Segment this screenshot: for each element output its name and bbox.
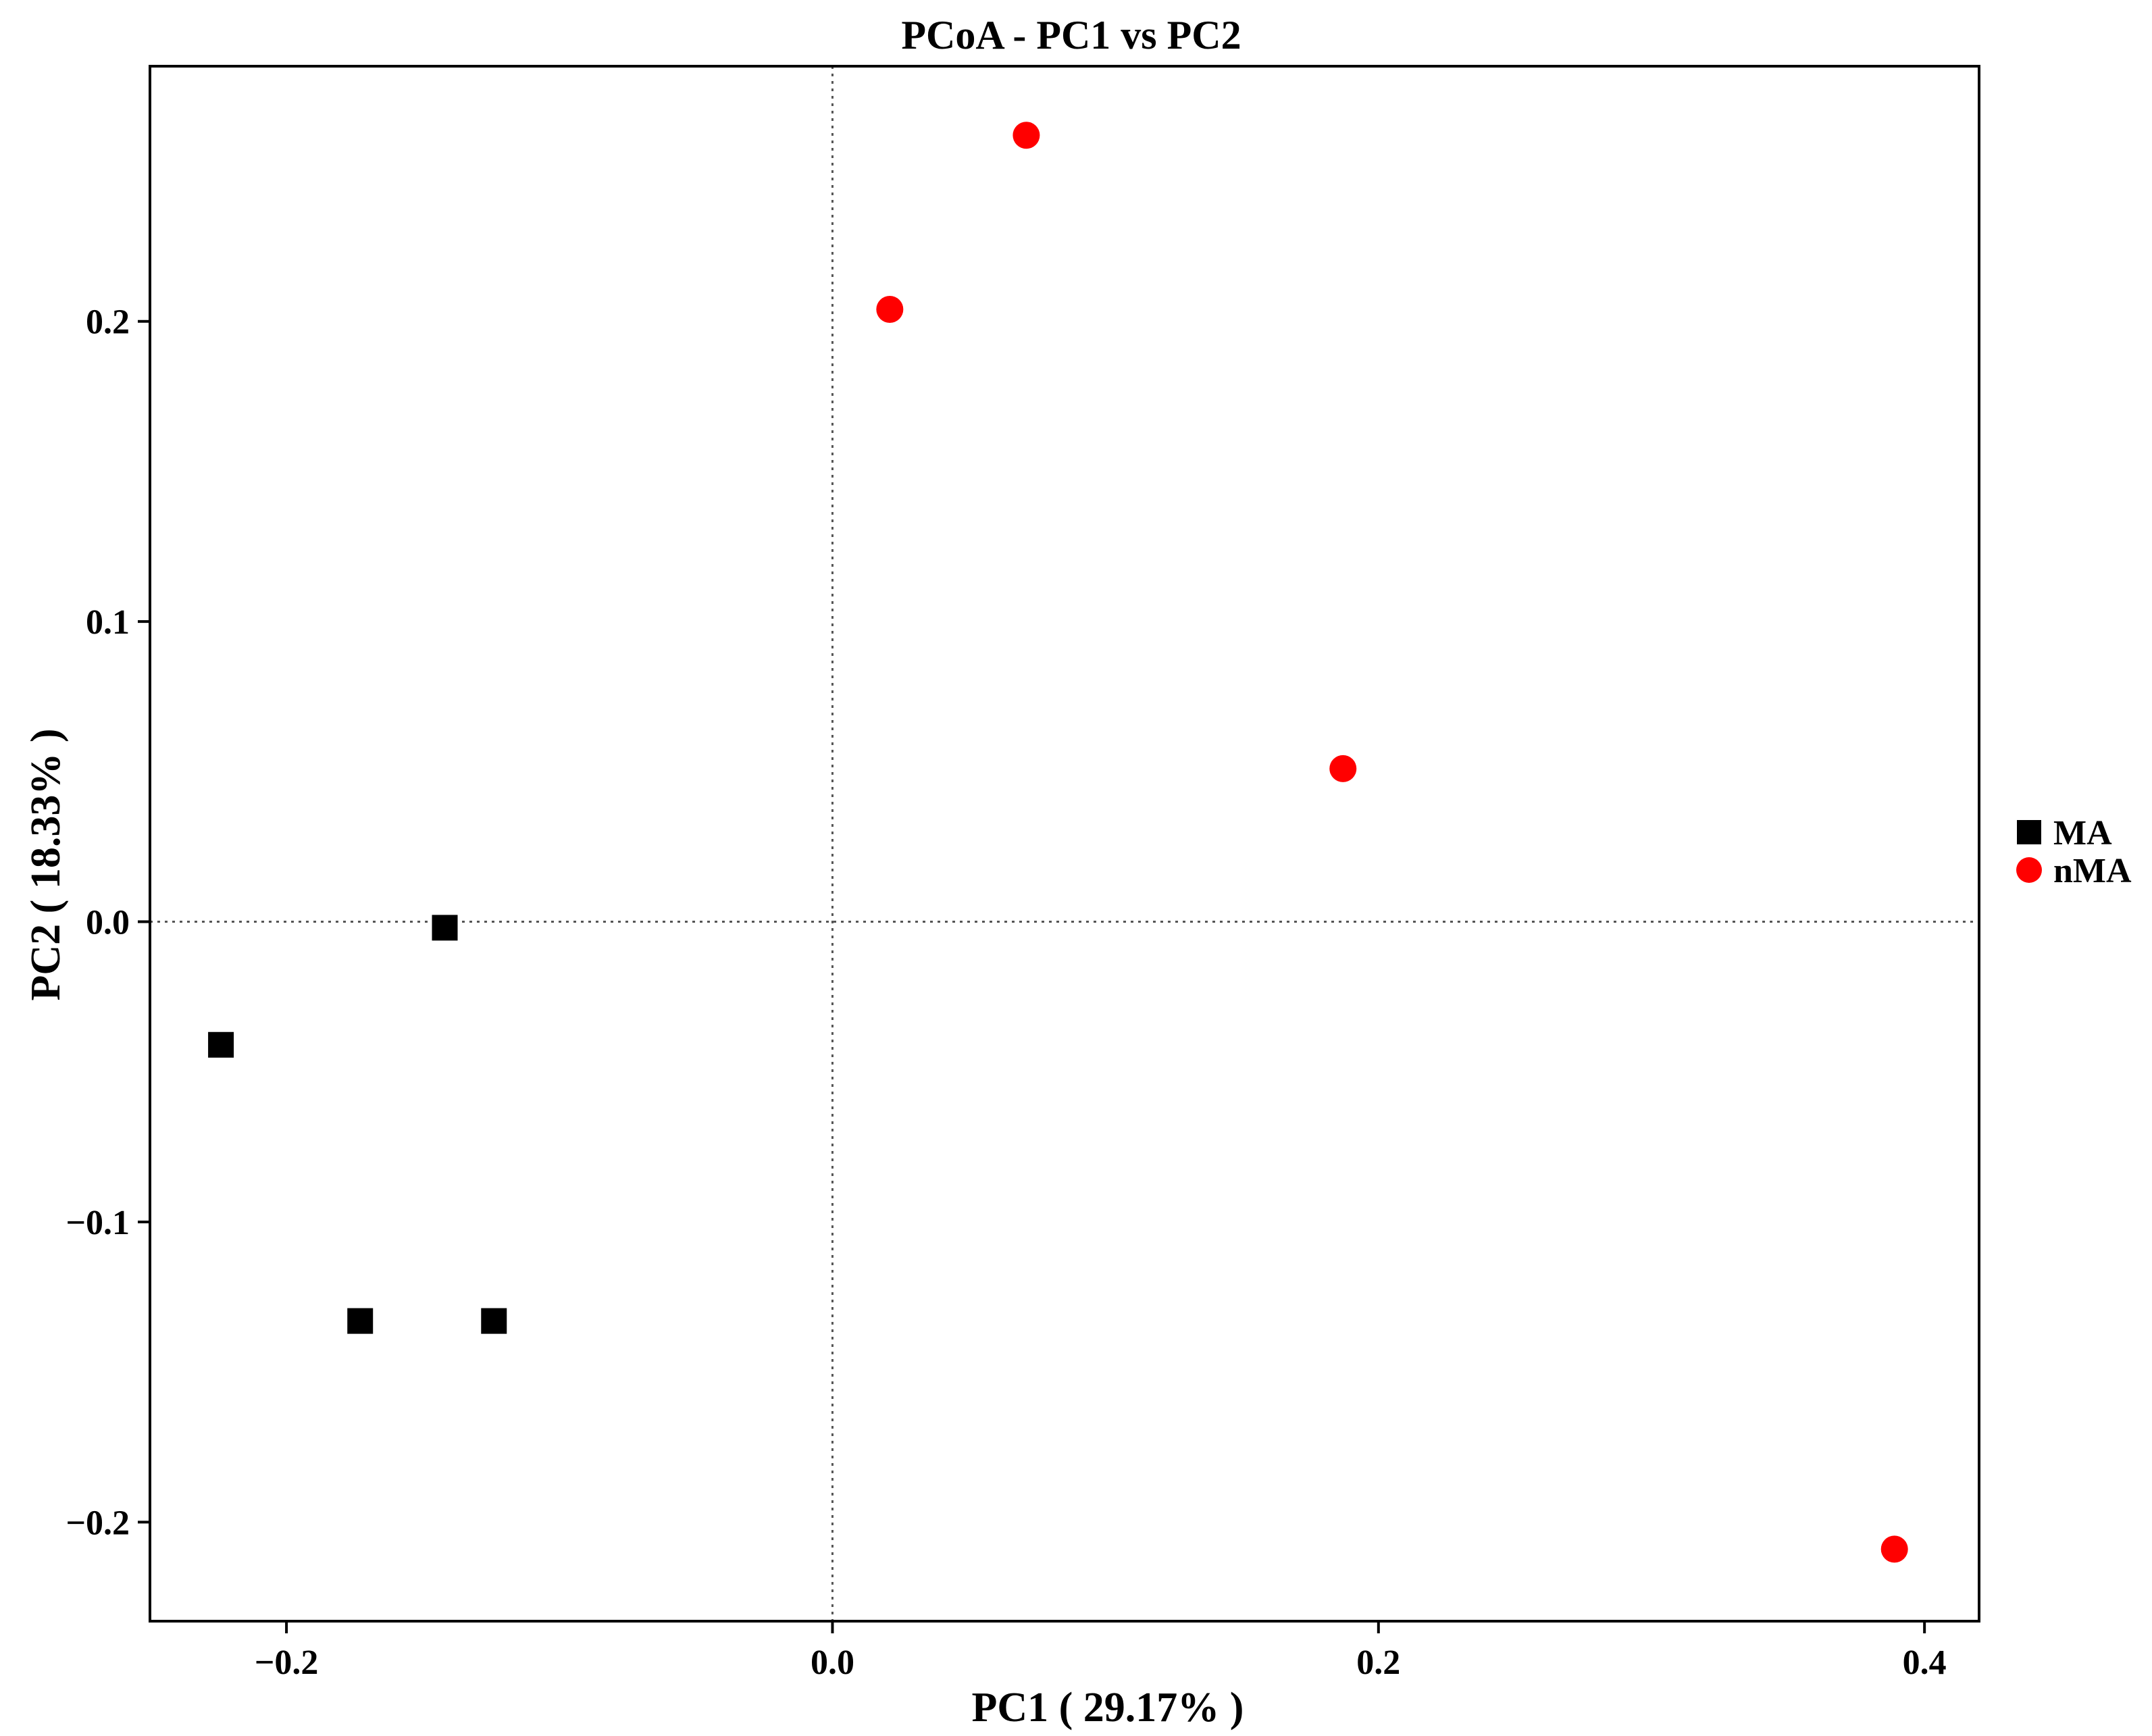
y-tick-label: −0.2 — [66, 1504, 130, 1542]
data-points — [208, 122, 1908, 1563]
point-MA — [208, 1031, 234, 1058]
y-axis: −0.2 −0.1 0.0 0.1 0.2 — [66, 303, 150, 1542]
x-tick-label: 0.0 — [811, 1643, 854, 1682]
y-tick-label: −0.1 — [66, 1204, 130, 1242]
plot-frame — [149, 65, 1980, 1623]
legend-label-MA: MA — [2053, 814, 2112, 852]
y-axis-label: PC2 ( 18.33% ) — [23, 729, 69, 1001]
x-axis: −0.2 0.0 0.2 0.4 — [255, 1621, 1947, 1682]
legend-label-nMA: nMA — [2053, 852, 2132, 890]
x-tick-label: 0.2 — [1356, 1643, 1400, 1682]
point-MA — [432, 915, 458, 941]
point-nMA — [1013, 122, 1040, 149]
y-tick-label: 0.2 — [86, 303, 130, 342]
point-nMA — [1880, 1535, 1908, 1563]
point-nMA — [876, 295, 904, 323]
y-tick-label: 0.1 — [86, 603, 130, 642]
x-tick-label: −0.2 — [255, 1643, 319, 1682]
x-tick-label: 0.4 — [1903, 1643, 1947, 1682]
chart-title: PCoA - PC1 vs PC2 — [901, 13, 1241, 57]
y-tick-label: 0.0 — [86, 904, 130, 942]
reference-lines — [150, 66, 1979, 1621]
x-axis-label: PC1 ( 29.17% ) — [972, 1685, 1244, 1731]
point-MA — [347, 1308, 374, 1334]
point-MA — [481, 1308, 507, 1334]
legend-swatch-MA — [2017, 820, 2041, 844]
point-nMA — [1329, 755, 1357, 782]
legend-swatch-nMA — [2016, 857, 2042, 883]
